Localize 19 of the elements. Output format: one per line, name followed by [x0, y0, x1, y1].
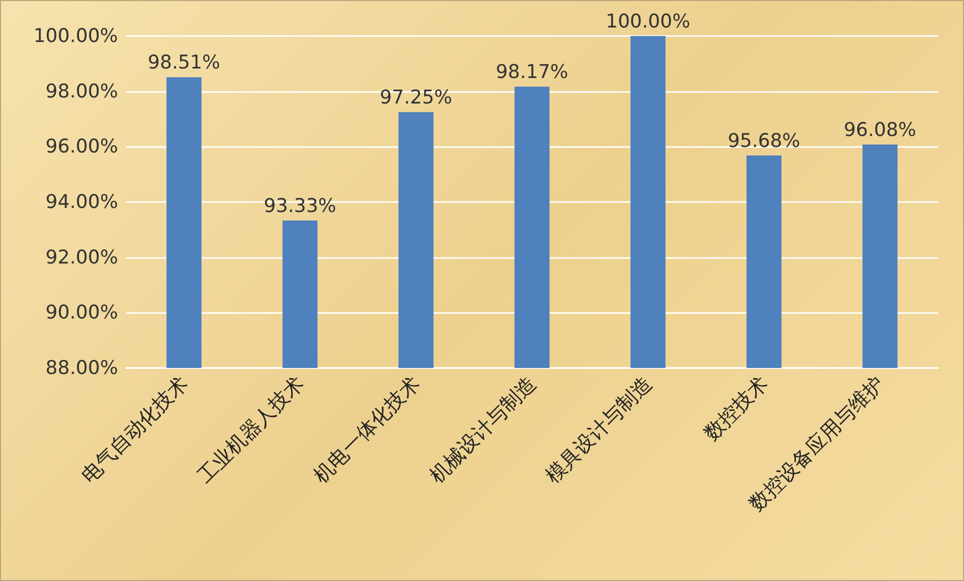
x-tick-label: 机械设计与制造: [424, 372, 540, 488]
y-tick-label: 90.00%: [46, 302, 118, 324]
y-tick-label: 88.00%: [46, 357, 118, 379]
y-tick-label: 98.00%: [46, 80, 118, 102]
data-label: 95.68%: [728, 130, 800, 152]
data-label: 93.33%: [264, 195, 336, 218]
x-tick-label: 工业机器人技术: [192, 372, 308, 488]
data-label: 98.51%: [148, 52, 220, 74]
x-tick-label: 机电一体化技术: [308, 372, 424, 488]
y-tick-label: 94.00%: [46, 191, 118, 213]
data-label: 98.17%: [496, 61, 568, 84]
data-label: 96.08%: [844, 118, 916, 141]
data-label: 97.25%: [380, 86, 452, 109]
data-label: 100.00%: [606, 10, 690, 32]
y-tick-label: 96.00%: [46, 136, 118, 158]
x-tick-label: 数控技术: [698, 372, 772, 446]
x-tick-label: 模具设计与制造: [540, 372, 656, 488]
y-tick-label: 100.00%: [33, 25, 118, 47]
y-tick-label: 92.00%: [46, 246, 118, 268]
